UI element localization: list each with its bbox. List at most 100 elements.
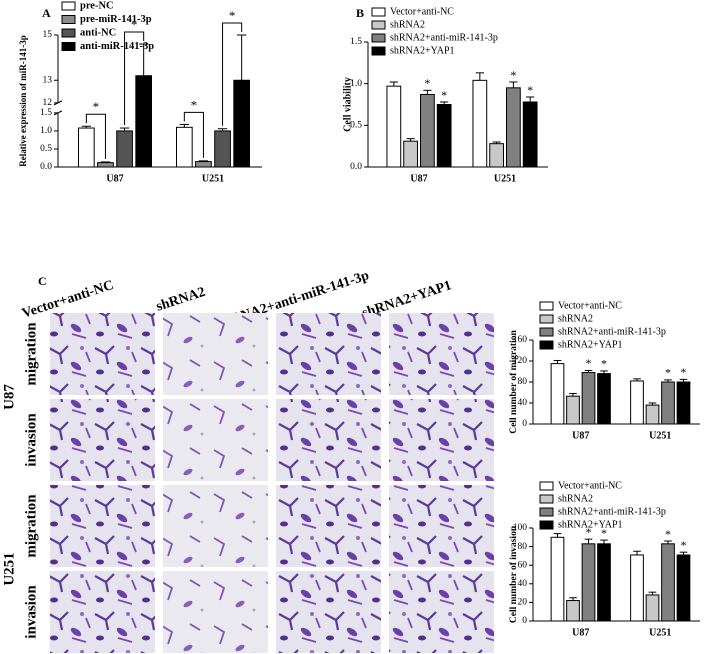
x-tick-label: U251 xyxy=(202,173,224,184)
y-axis-label: Cell number of invasion xyxy=(509,525,519,623)
legend-swatch xyxy=(371,20,386,30)
bar xyxy=(597,543,611,622)
y-tick-label: 1.0 xyxy=(350,79,362,89)
legend-label: shRNA2+anti-miR-141-3p xyxy=(558,326,666,337)
significance-bracket xyxy=(183,111,204,158)
y-tick-label: 0.0 xyxy=(40,162,52,172)
legend-swatch xyxy=(539,481,554,491)
x-tick-label: U87 xyxy=(572,430,589,441)
y-tick-label: 1.0 xyxy=(40,126,52,136)
legend-label: shRNA2+anti-miR-141-3p xyxy=(558,506,666,517)
panel-label: B xyxy=(356,6,364,20)
bar xyxy=(630,554,644,622)
row-label: migration xyxy=(23,322,39,386)
micrograph xyxy=(50,485,155,567)
bar xyxy=(566,395,580,425)
micrograph xyxy=(276,571,381,653)
x-tick-label: U87 xyxy=(410,173,427,184)
bar xyxy=(566,600,580,622)
significance-mark: * xyxy=(681,365,687,379)
cell-line-label: U87 xyxy=(1,384,17,410)
bar xyxy=(676,554,691,622)
panel-label: A xyxy=(42,6,51,20)
significance-mark: * xyxy=(681,538,687,552)
legend-label: Vector+anti-NC xyxy=(558,480,622,491)
bar xyxy=(214,130,231,168)
legend-label: anti-NC xyxy=(80,27,116,38)
y-tick-label: 120 xyxy=(513,356,528,366)
bar xyxy=(506,87,521,168)
legend-swatch xyxy=(539,301,554,311)
significance-bracket xyxy=(222,22,243,126)
legend-swatch xyxy=(61,42,76,51)
legend-label: pre-miR-141-3p xyxy=(80,14,152,25)
bar xyxy=(77,127,95,168)
bar xyxy=(472,79,488,168)
row-label: invasion xyxy=(23,413,39,467)
bar xyxy=(661,381,675,425)
y-tick-label: 12 xyxy=(43,98,53,108)
significance-mark: * xyxy=(510,68,516,82)
significance-mark: * xyxy=(586,356,592,370)
micrograph xyxy=(389,313,494,395)
y-tick-label: 0.5 xyxy=(350,121,362,131)
x-tick-label: U251 xyxy=(494,173,516,184)
micrograph xyxy=(389,399,494,481)
legend-label: Vector+anti-NC xyxy=(558,300,622,311)
significance-mark: * xyxy=(191,97,198,112)
y-tick-label: 1.5 xyxy=(350,37,362,47)
y-tick-label: 0 xyxy=(522,419,527,429)
micrograph xyxy=(50,571,155,653)
y-tick-label: 100 xyxy=(513,523,528,533)
legend-swatch xyxy=(371,46,386,56)
row-label: invasion xyxy=(23,585,39,639)
significance-mark: * xyxy=(93,99,100,114)
significance-mark: * xyxy=(441,88,447,102)
significance-mark: * xyxy=(424,76,430,90)
significance-mark: * xyxy=(131,17,138,32)
y-axis-label: Relative expression of miR-141-3p xyxy=(18,35,28,167)
y-axis-label: Cell number of migration xyxy=(509,330,519,434)
micrograph xyxy=(276,399,381,481)
y-tick-label: 0.5 xyxy=(40,144,52,154)
micrograph xyxy=(163,485,268,567)
legend-label: shRNA2+anti-miR-141-3p xyxy=(390,32,498,43)
legend-swatch xyxy=(371,7,386,17)
significance-bracket xyxy=(124,31,145,126)
bar xyxy=(676,381,691,425)
legend-swatch xyxy=(371,33,386,43)
legend-label: Vector+anti-NC xyxy=(390,6,454,17)
legend-swatch xyxy=(539,340,554,350)
y-tick-label: 60 xyxy=(518,560,528,570)
x-tick-label: U87 xyxy=(106,173,123,184)
significance-mark: * xyxy=(229,8,236,23)
bar xyxy=(550,363,565,425)
legend-label: pre-NC xyxy=(80,0,114,11)
y-tick-label: 160 xyxy=(513,335,528,345)
micrograph xyxy=(50,313,155,395)
micrograph xyxy=(163,399,268,481)
bar xyxy=(645,594,660,622)
bar xyxy=(403,140,418,168)
legend-swatch xyxy=(539,314,554,324)
micrograph xyxy=(50,399,155,481)
micrograph xyxy=(163,571,268,653)
bar xyxy=(522,101,538,168)
bar xyxy=(550,536,565,622)
y-tick-label: 0 xyxy=(522,616,527,626)
legend-label: shRNA2+YAP1 xyxy=(558,339,623,350)
bar xyxy=(175,126,193,168)
legend-label: shRNA2+YAP1 xyxy=(390,45,455,56)
bar xyxy=(195,161,212,168)
legend-swatch xyxy=(539,494,554,504)
micrograph xyxy=(389,485,494,567)
significance-mark: * xyxy=(601,526,607,540)
bar xyxy=(645,404,660,425)
bar xyxy=(116,130,133,168)
micrograph xyxy=(389,571,494,653)
y-tick-label: 80 xyxy=(518,542,528,552)
panel-label: C xyxy=(38,274,47,288)
legend-swatch xyxy=(539,327,554,337)
legend-label: shRNA2 xyxy=(558,493,593,504)
legend-swatch xyxy=(61,28,76,38)
